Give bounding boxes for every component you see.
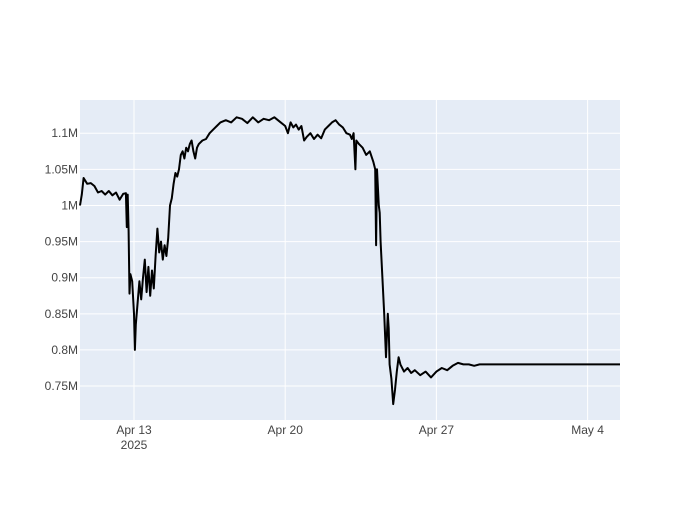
series-lines: [79, 116, 620, 406]
x-tick-label: May 4: [571, 423, 604, 437]
y-tick-label: 0.9M: [51, 271, 78, 285]
x-tick-year-label: 2025: [121, 438, 148, 452]
x-tick-label: Apr 13: [116, 423, 152, 437]
y-tick-label: 0.75M: [45, 379, 78, 393]
y-tick-label: 0.95M: [45, 235, 78, 249]
x-tick-label: Apr 27: [419, 423, 455, 437]
y-tick-label: 0.85M: [45, 307, 78, 321]
plot-background: [80, 100, 620, 420]
y-tick-label: 1M: [61, 198, 78, 212]
series-line: [79, 116, 620, 406]
y-tick-label: 1.1M: [51, 126, 78, 140]
x-tick-label: Apr 20: [268, 423, 304, 437]
y-tick-label: 1.05M: [45, 162, 78, 176]
y-axis-ticks: 0.75M 0.8M 0.85M 0.9M 0.95M 1M 1.05M 1.1M: [45, 126, 78, 393]
y-tick-label: 0.8M: [51, 343, 78, 357]
